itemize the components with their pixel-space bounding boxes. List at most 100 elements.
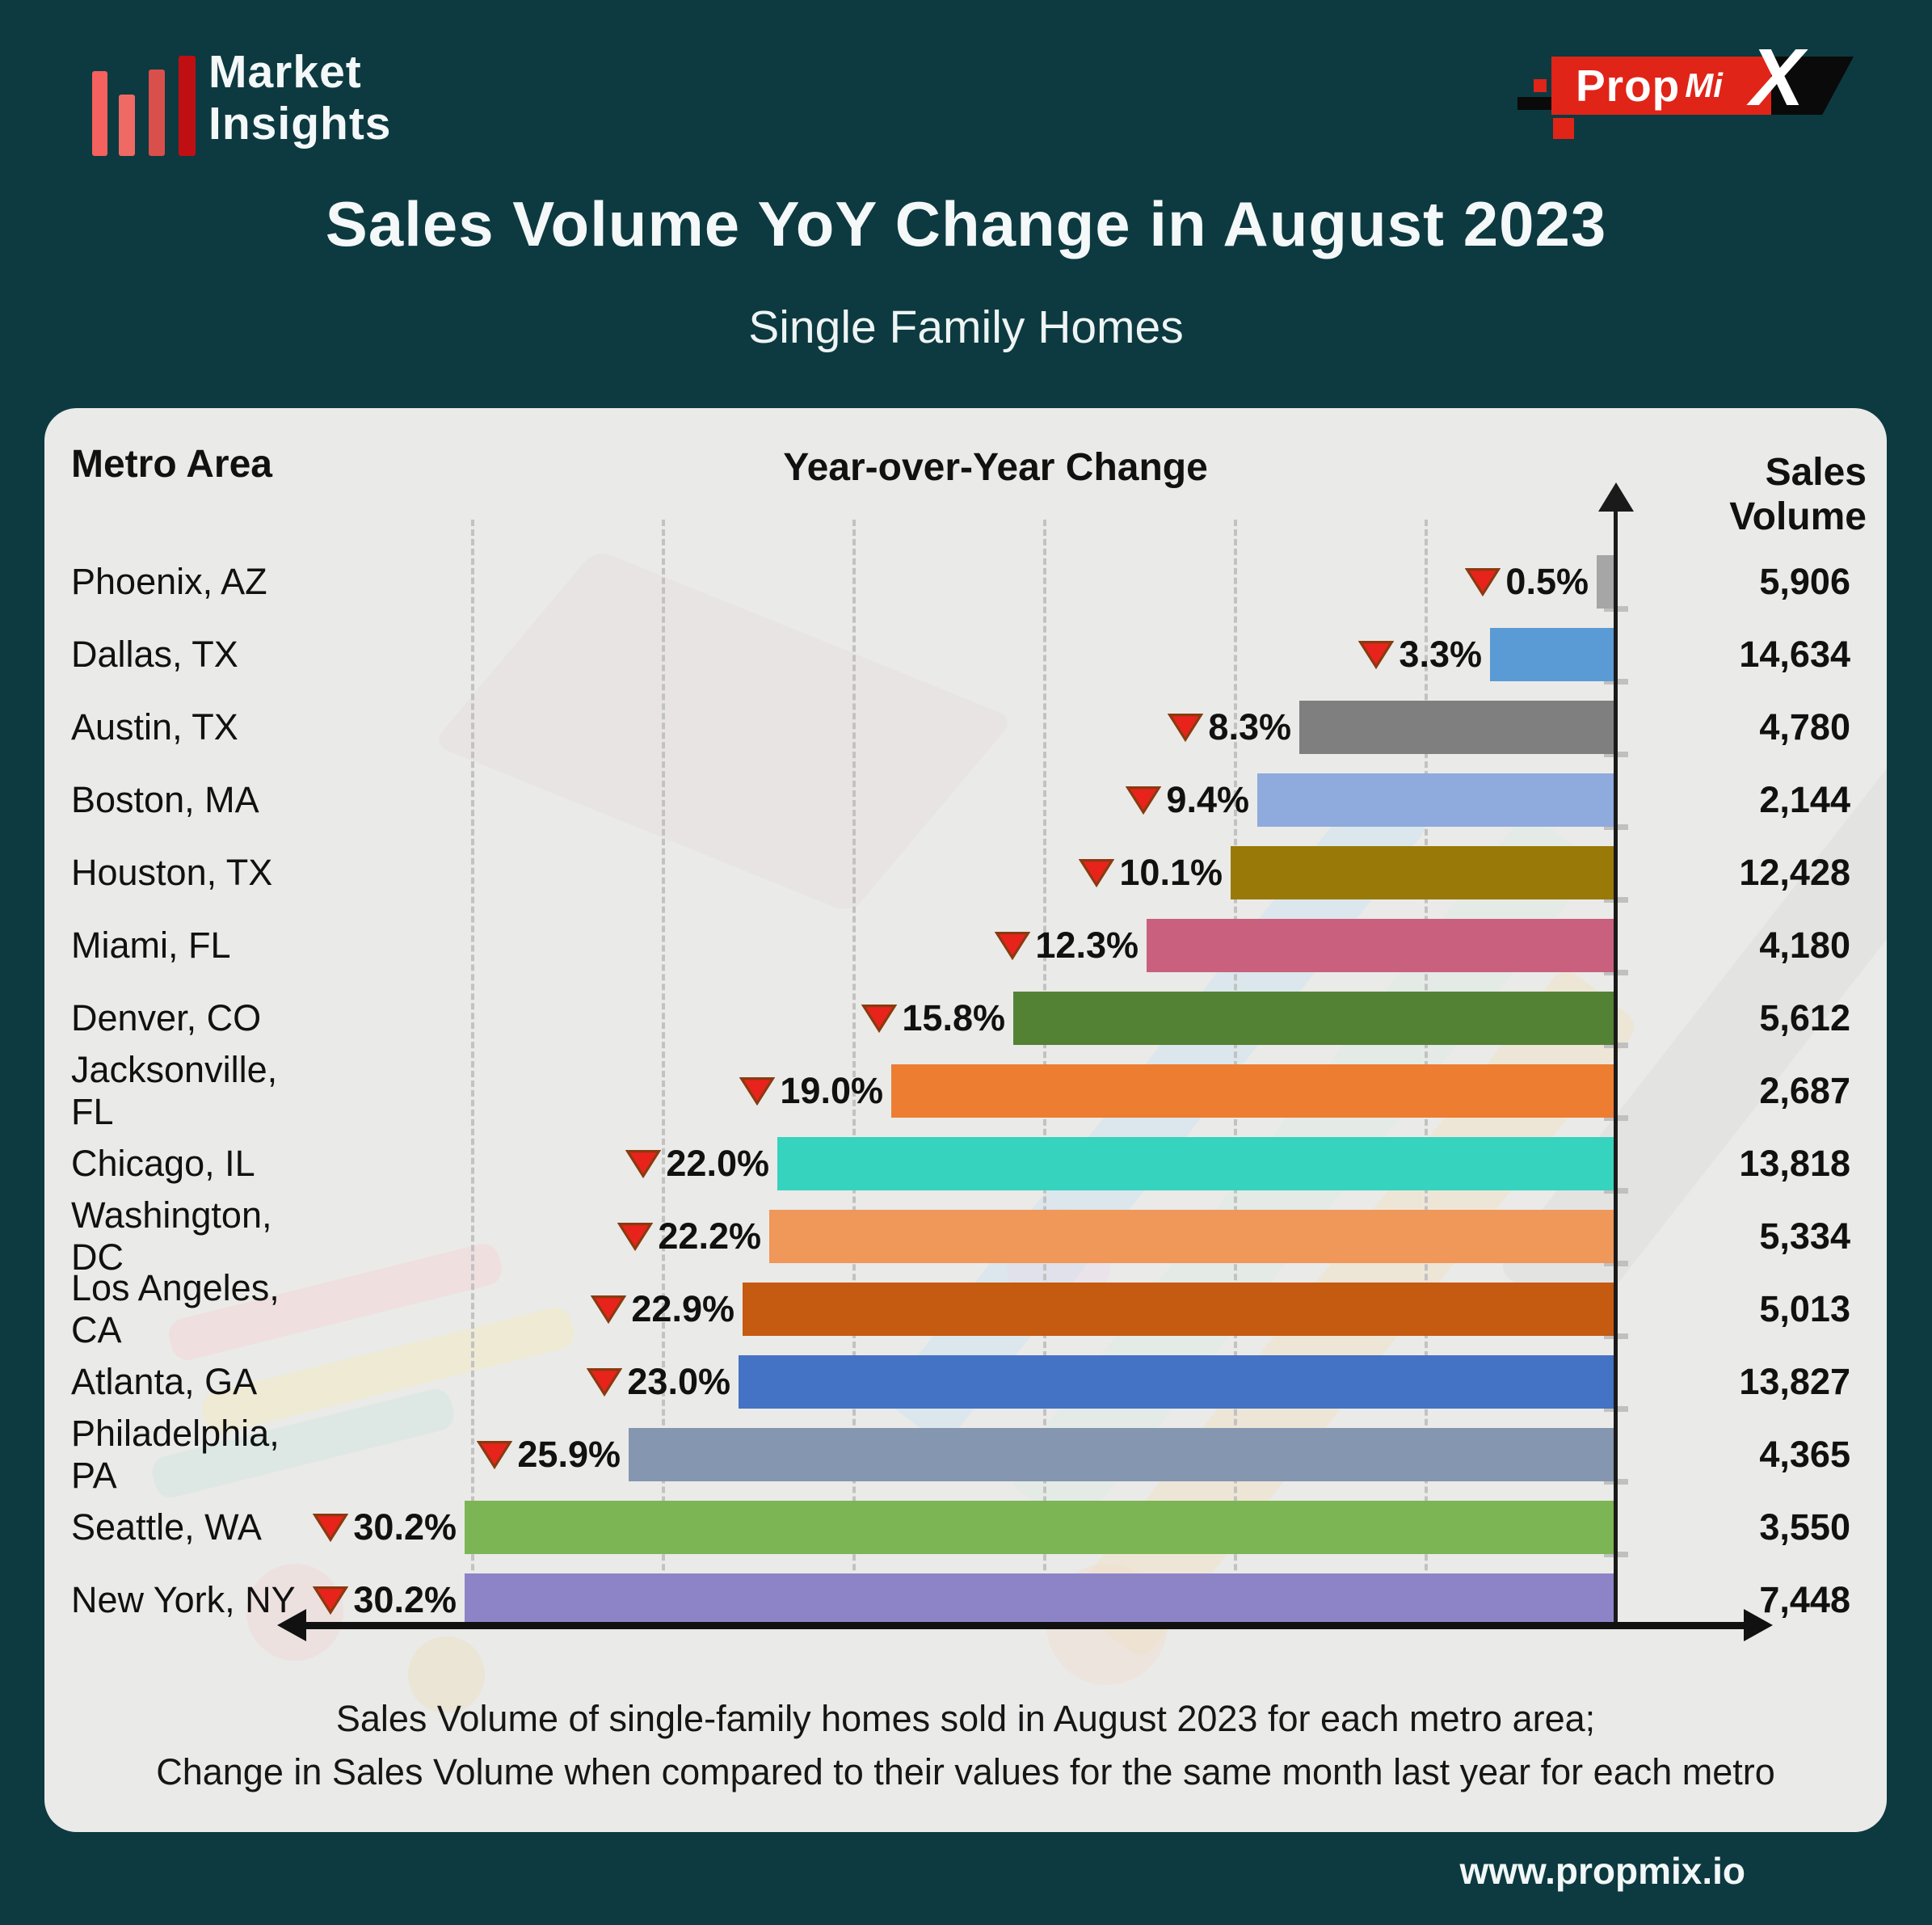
metro-label: Houston, TX [71, 852, 273, 893]
yoy-change-label: 10.1% [1079, 852, 1223, 894]
yoy-percent-text: 30.2% [353, 1506, 457, 1548]
caption-line1: Sales Volume of single-family homes sold… [335, 1698, 1596, 1739]
table-row: Washington, DC 22.2% 5,334 [44, 1194, 1887, 1278]
yoy-bar [629, 1428, 1616, 1481]
market-insights-logo: Market Insights [87, 39, 540, 168]
bar-zone: 9.4% [303, 773, 1616, 827]
yoy-bar [777, 1137, 1616, 1190]
chart-area: Phoenix, AZ 0.5% 5,906 Dallas, TX 3.3% 1… [44, 408, 1887, 1832]
metro-label: Jacksonville, FL [71, 1049, 278, 1132]
yoy-bar [1257, 773, 1616, 827]
down-triangle-icon [995, 931, 1031, 960]
brand-line2: Insights [208, 97, 392, 150]
sales-volume-value: 13,818 [1739, 1143, 1850, 1184]
yoy-bar [891, 1064, 1616, 1118]
metro-label: Dallas, TX [71, 634, 238, 675]
yoy-bar [769, 1210, 1616, 1263]
left-arrowhead-icon [277, 1609, 306, 1641]
yoy-percent-text: 25.9% [517, 1434, 621, 1475]
propmix-logo-decoration [1534, 79, 1547, 92]
yoy-change-label: 22.9% [591, 1288, 734, 1330]
down-triangle-icon [1465, 567, 1501, 596]
bar-zone: 12.3% [303, 919, 1616, 972]
down-triangle-icon [1079, 858, 1115, 887]
bar-zone: 25.9% [303, 1428, 1616, 1481]
down-triangle-icon [1358, 640, 1395, 669]
down-triangle-icon [1126, 786, 1162, 815]
metro-label: Washington, DC [71, 1194, 272, 1278]
sales-volume-value: 5,612 [1759, 997, 1850, 1038]
bar-zone: 22.0% [303, 1137, 1616, 1190]
yoy-percent-text: 10.1% [1119, 852, 1223, 893]
propmix-url-link[interactable]: www.propmix.io [1459, 1850, 1745, 1892]
column-header-yoy-change: Year-over-Year Change [783, 446, 1208, 489]
metro-label: Chicago, IL [71, 1143, 255, 1184]
down-triangle-icon [591, 1295, 627, 1324]
page-subtitle: Single Family Homes [748, 301, 1184, 353]
propmix-logo-decoration [1553, 118, 1574, 139]
yoy-percent-text: 3.3% [1399, 634, 1482, 675]
metro-label: Phoenix, AZ [71, 561, 267, 602]
yoy-percent-text: 22.9% [631, 1288, 734, 1329]
gridline-20pct [852, 520, 856, 1628]
metro-label: Austin, TX [71, 706, 238, 748]
table-row: Atlanta, GA 23.0% 13,827 [44, 1346, 1887, 1418]
yoy-bar [743, 1283, 1616, 1336]
metro-label: Miami, FL [71, 925, 231, 966]
sales-volume-value: 5,013 [1759, 1288, 1850, 1329]
down-triangle-icon [477, 1440, 513, 1469]
table-row: Dallas, TX 3.3% 14,634 [44, 618, 1887, 691]
yoy-percent-text: 22.2% [658, 1215, 761, 1257]
sales-volume-value: 3,550 [1759, 1506, 1850, 1548]
yoy-bar [1231, 846, 1616, 899]
caption-line2: Change in Sales Volume when compared to … [156, 1751, 1775, 1792]
metro-label: Seattle, WA [71, 1506, 262, 1548]
yoy-axis-line [303, 1622, 1746, 1629]
yoy-percent-text: 22.0% [666, 1143, 769, 1184]
yoy-change-label: 30.2% [313, 1506, 457, 1548]
yoy-percent-text: 12.3% [1035, 925, 1139, 966]
propmix-x-text: X [1750, 32, 1804, 123]
gridline-30pct [471, 520, 474, 1628]
down-triangle-icon [625, 1149, 662, 1178]
table-row: New York, NY 30.2% 7,448 [44, 1564, 1887, 1636]
chart-panel: 10 20 30 Metro Area Year-over-Year Chang… [44, 408, 1887, 1832]
down-triangle-icon [861, 1004, 898, 1033]
yoy-change-label: 8.3% [1168, 706, 1291, 748]
table-row: Miami, FL 12.3% 4,180 [44, 909, 1887, 982]
sales-volume-value: 14,634 [1739, 634, 1850, 675]
yoy-percent-text: 23.0% [627, 1361, 730, 1402]
table-row: Boston, MA 9.4% 2,144 [44, 764, 1887, 836]
propmix-prop-text: Prop [1576, 61, 1681, 111]
chart-rows: Phoenix, AZ 0.5% 5,906 Dallas, TX 3.3% 1… [44, 545, 1887, 1636]
yoy-bar [465, 1573, 1616, 1627]
brand-line1: Market [208, 46, 362, 98]
metro-label: Los Angeles, CA [71, 1267, 280, 1350]
yoy-change-label: 0.5% [1465, 561, 1589, 603]
brand-name: Market Insights [208, 39, 392, 168]
yoy-percent-text: 0.5% [1505, 561, 1589, 602]
propmix-logo: Prop Mi X [1517, 37, 1865, 145]
bar-zone: 22.9% [303, 1283, 1616, 1336]
yoy-change-label: 25.9% [477, 1434, 621, 1476]
bar-zone: 10.1% [303, 846, 1616, 899]
bar-zone: 30.2% [303, 1501, 1616, 1554]
bar-zone: 22.2% [303, 1210, 1616, 1263]
up-arrowhead-icon [1598, 482, 1634, 512]
sales-volume-value: 12,428 [1739, 852, 1850, 893]
bar-zone: 23.0% [303, 1355, 1616, 1409]
yoy-change-label: 3.3% [1358, 634, 1482, 676]
yoy-percent-text: 30.2% [353, 1579, 457, 1620]
metro-label: New York, NY [71, 1579, 296, 1620]
yoy-change-label: 12.3% [995, 925, 1139, 967]
sales-volume-value: 4,780 [1759, 706, 1850, 748]
yoy-percent-text: 8.3% [1208, 706, 1291, 748]
yoy-change-label: 30.2% [313, 1579, 457, 1621]
yoy-change-label: 9.4% [1126, 779, 1249, 821]
sales-volume-value: 4,180 [1759, 925, 1850, 966]
red-bar-chart-icon [87, 39, 208, 156]
sales-volume-value: 5,906 [1759, 561, 1850, 602]
table-row: Seattle, WA 30.2% 3,550 [44, 1491, 1887, 1564]
down-triangle-icon [1168, 713, 1204, 742]
yoy-percent-text: 19.0% [780, 1070, 883, 1111]
